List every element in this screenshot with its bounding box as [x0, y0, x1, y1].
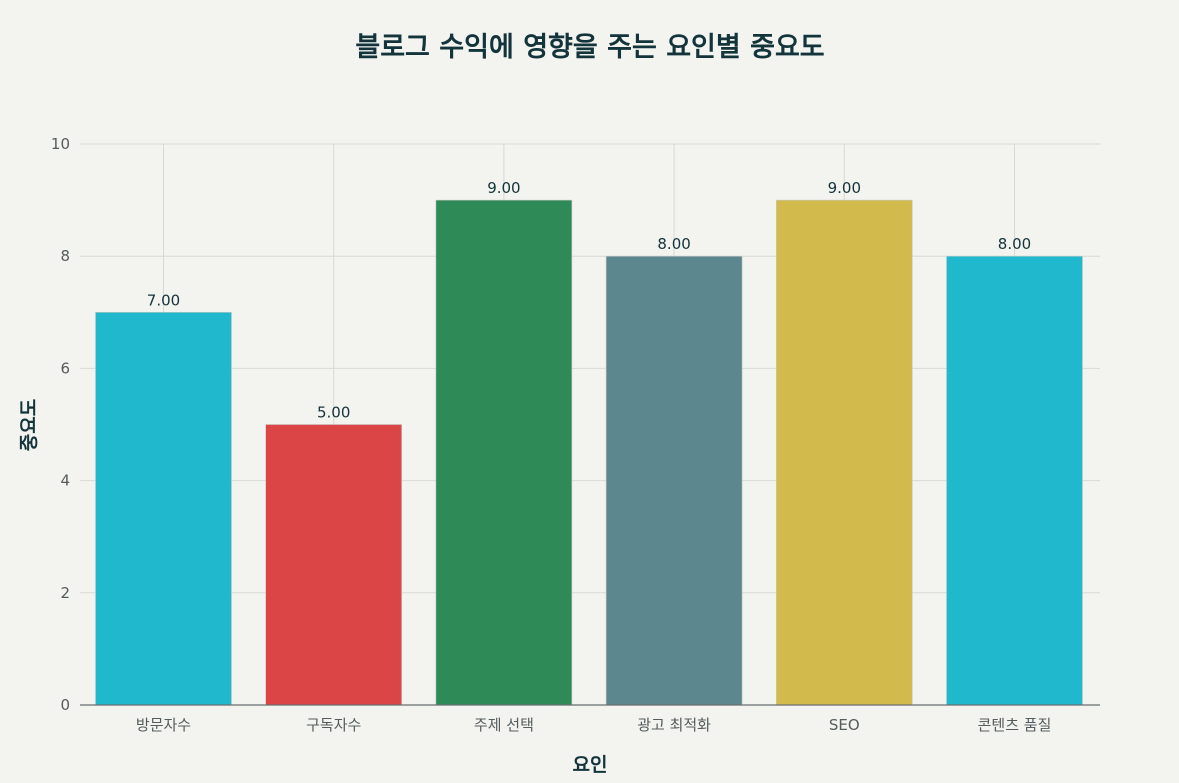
bar-value-label: 8.00 — [998, 235, 1031, 253]
bar — [265, 424, 403, 706]
y-tick-label: 6 — [60, 359, 70, 377]
bar-value-label: 9.00 — [828, 179, 861, 197]
y-tick-label: 4 — [60, 472, 70, 490]
x-tick-label: 주제 선택 — [474, 716, 534, 734]
bar-value-label: 8.00 — [657, 235, 690, 253]
bar — [435, 199, 573, 706]
x-tick-label: 구독자수 — [306, 716, 361, 734]
chart-title: 블로그 수익에 영향을 주는 요인별 중요도 — [355, 32, 824, 63]
bar-value-label: 9.00 — [487, 179, 520, 197]
bar — [775, 199, 913, 706]
bar — [946, 255, 1083, 706]
bar — [605, 255, 743, 706]
x-tick-label: 방문자수 — [136, 716, 191, 734]
bar-value-label: 7.00 — [147, 291, 180, 309]
data-labels: 7.00 5.00 9.00 8.00 9.00 8.00 — [147, 179, 1031, 421]
x-axis-ticks: 방문자수 구독자수 주제 선택 광고 최적화 SEO 콘텐츠 품질 — [136, 716, 1051, 734]
x-tick-label: 광고 최적화 — [637, 716, 711, 734]
y-axis-ticks: 0 2 4 6 8 10 — [51, 135, 70, 714]
y-axis-title: 중요도 — [18, 399, 40, 451]
y-tick-label: 0 — [60, 696, 70, 714]
y-tick-label: 10 — [51, 135, 70, 153]
bar — [95, 311, 232, 706]
bar-value-label: 5.00 — [317, 404, 350, 422]
x-axis-title: 요인 — [573, 754, 608, 776]
x-tick-label: 콘텐츠 품질 — [978, 716, 1052, 734]
bars — [95, 199, 1083, 706]
y-tick-label: 2 — [60, 584, 70, 602]
x-tick-label: SEO — [829, 716, 860, 734]
y-tick-label: 8 — [60, 247, 70, 265]
